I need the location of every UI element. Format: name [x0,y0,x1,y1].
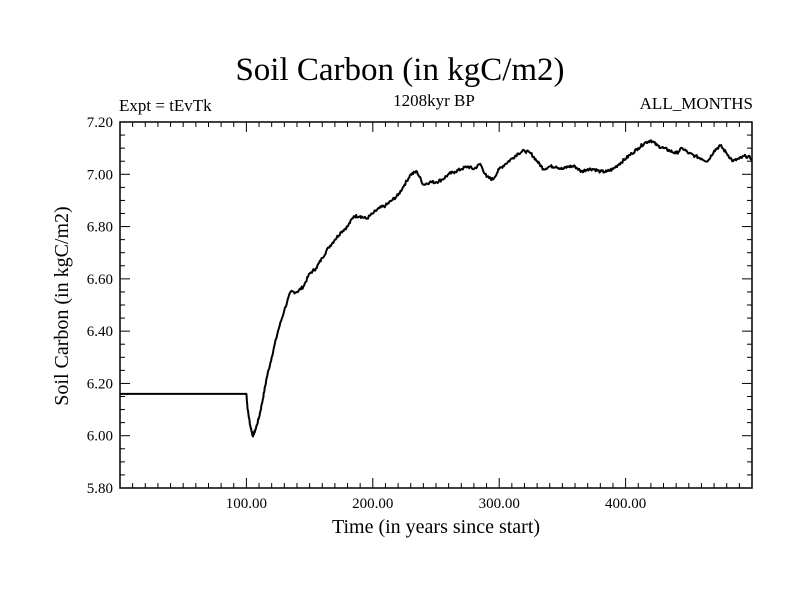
experiment-annotation: Expt = tEvTk [119,96,212,115]
y-tick-label: 6.20 [87,376,113,392]
months-annotation: ALL_MONTHS [639,94,753,113]
axis-ticks [120,122,752,488]
y-tick-label: 6.00 [87,429,113,445]
chart-subtitle: 1208kyr BP [393,91,475,110]
x-tick-label: 400.00 [605,496,646,512]
y-tick-label: 6.80 [87,220,113,236]
plot-frame [119,121,753,489]
series-line [120,139,753,438]
y-tick-label: 7.20 [87,115,113,131]
x-tick-label: 100.00 [226,496,267,512]
chart-title: Soil Carbon (in kgC/m2) [235,52,565,88]
axis-tick-labels: 100.00 200.00 300.00 400.00 5.80 6.00 6.20 6.40… [87,115,646,512]
series-group [120,139,753,438]
y-tick-label: 5.80 [87,481,113,497]
y-tick-label: 7.00 [87,167,113,183]
y-tick-label: 6.60 [87,272,113,288]
x-tick-label: 200.00 [352,496,393,512]
x-axis-label: Time (in years since start) [331,516,541,538]
y-tick-label: 6.40 [87,324,113,340]
x-tick-label: 300.00 [479,496,520,512]
